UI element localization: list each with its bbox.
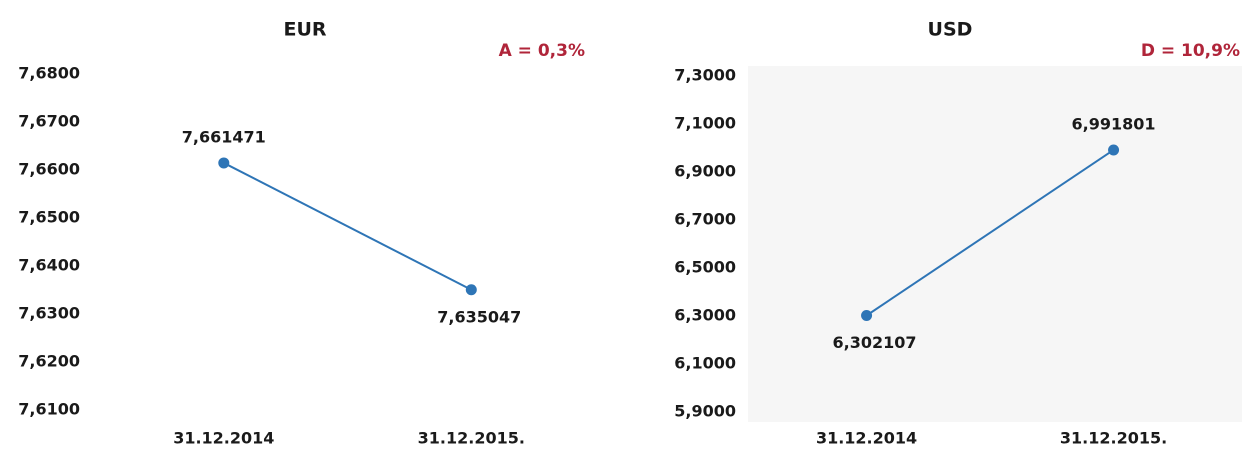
data-point	[465, 284, 477, 296]
x-tick-label: 31.12.2014	[816, 429, 917, 448]
y-tick-label: 5,9000	[674, 402, 736, 421]
data-label: 6,302107	[833, 333, 917, 352]
data-point	[218, 157, 230, 169]
plot-area	[748, 66, 1242, 422]
y-tick-label: 7,6800	[18, 64, 80, 83]
series-line	[866, 149, 1115, 317]
plot-area	[105, 64, 600, 420]
y-tick-label: 6,9000	[674, 162, 736, 181]
y-tick-label: 7,6200	[18, 352, 80, 371]
y-tick-label: 7,3000	[674, 66, 736, 85]
y-tick-label: 7,6400	[18, 256, 80, 275]
series-line	[223, 162, 472, 291]
y-tick-label: 6,7000	[674, 210, 736, 229]
data-label: 7,635047	[437, 307, 521, 326]
y-tick-label: 7,6600	[18, 160, 80, 179]
x-tick-label: 31.12.2015.	[1060, 429, 1167, 448]
x-tick-label: 31.12.2015.	[418, 429, 525, 448]
data-label: 7,661471	[182, 127, 266, 146]
y-tick-label: 6,1000	[674, 354, 736, 373]
chart-title: USD	[928, 19, 973, 41]
x-tick-label: 31.12.2014	[173, 429, 274, 448]
y-tick-label: 7,6700	[18, 112, 80, 131]
y-tick-label: 6,3000	[674, 306, 736, 325]
annotation: A = 0,3%	[499, 41, 585, 61]
data-label: 6,991801	[1072, 114, 1156, 133]
data-point	[861, 309, 873, 321]
y-tick-label: 7,6100	[18, 400, 80, 419]
y-tick-label: 6,5000	[674, 258, 736, 277]
data-point	[1108, 144, 1120, 156]
y-tick-label: 7,6300	[18, 304, 80, 323]
y-tick-label: 7,1000	[674, 114, 736, 133]
annotation: D = 10,9%	[1141, 41, 1240, 61]
chart-title: EUR	[283, 19, 326, 41]
y-tick-label: 7,6500	[18, 208, 80, 227]
